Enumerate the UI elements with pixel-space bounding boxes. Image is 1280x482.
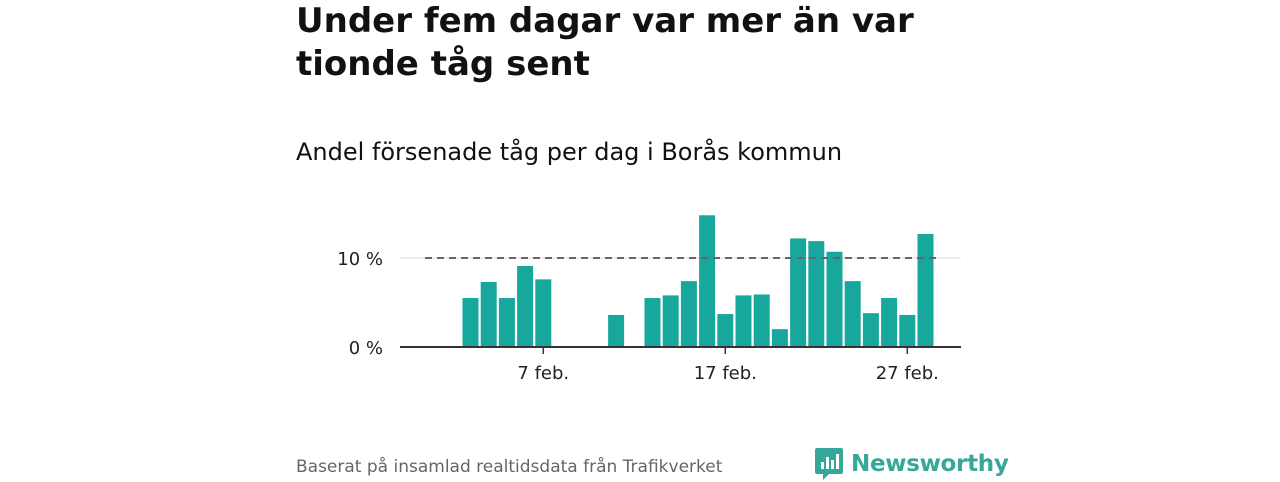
- chart-subtitle: Andel försenade tåg per dag i Borås komm…: [296, 138, 843, 166]
- newsworthy-logo-icon: [815, 448, 843, 480]
- bar: [826, 251, 843, 347]
- x-tick-label: 17 feb.: [694, 363, 757, 384]
- bar: [862, 313, 879, 347]
- bar: [753, 294, 770, 347]
- x-tick-label: 27 feb.: [876, 363, 939, 384]
- bar: [480, 282, 497, 347]
- bar: [608, 314, 625, 347]
- brand-logo: Newsworthy: [815, 446, 1009, 482]
- bar: [844, 281, 861, 347]
- bar: [462, 298, 479, 347]
- bar: [735, 295, 752, 347]
- bar: [644, 298, 661, 347]
- y-tick-label: 0 %: [349, 338, 383, 359]
- bar: [662, 295, 679, 347]
- bar: [717, 314, 734, 347]
- bar: [917, 233, 934, 347]
- bar: [680, 281, 697, 347]
- x-tick-label: 7 feb.: [517, 363, 569, 384]
- bar: [899, 314, 916, 347]
- bar: [535, 279, 552, 347]
- source-note: Baserat på insamlad realtidsdata från Tr…: [296, 457, 723, 477]
- bar: [881, 298, 898, 347]
- y-tick-label: 10 %: [337, 249, 383, 270]
- chart-title: Under fem dagar var mer än var tionde tå…: [296, 1, 914, 84]
- bar: [771, 329, 788, 347]
- bar: [790, 238, 807, 347]
- bar: [517, 266, 534, 347]
- bar: [699, 215, 716, 347]
- bar: [498, 298, 515, 347]
- brand-name: Newsworthy: [851, 451, 1009, 477]
- bar: [808, 241, 825, 347]
